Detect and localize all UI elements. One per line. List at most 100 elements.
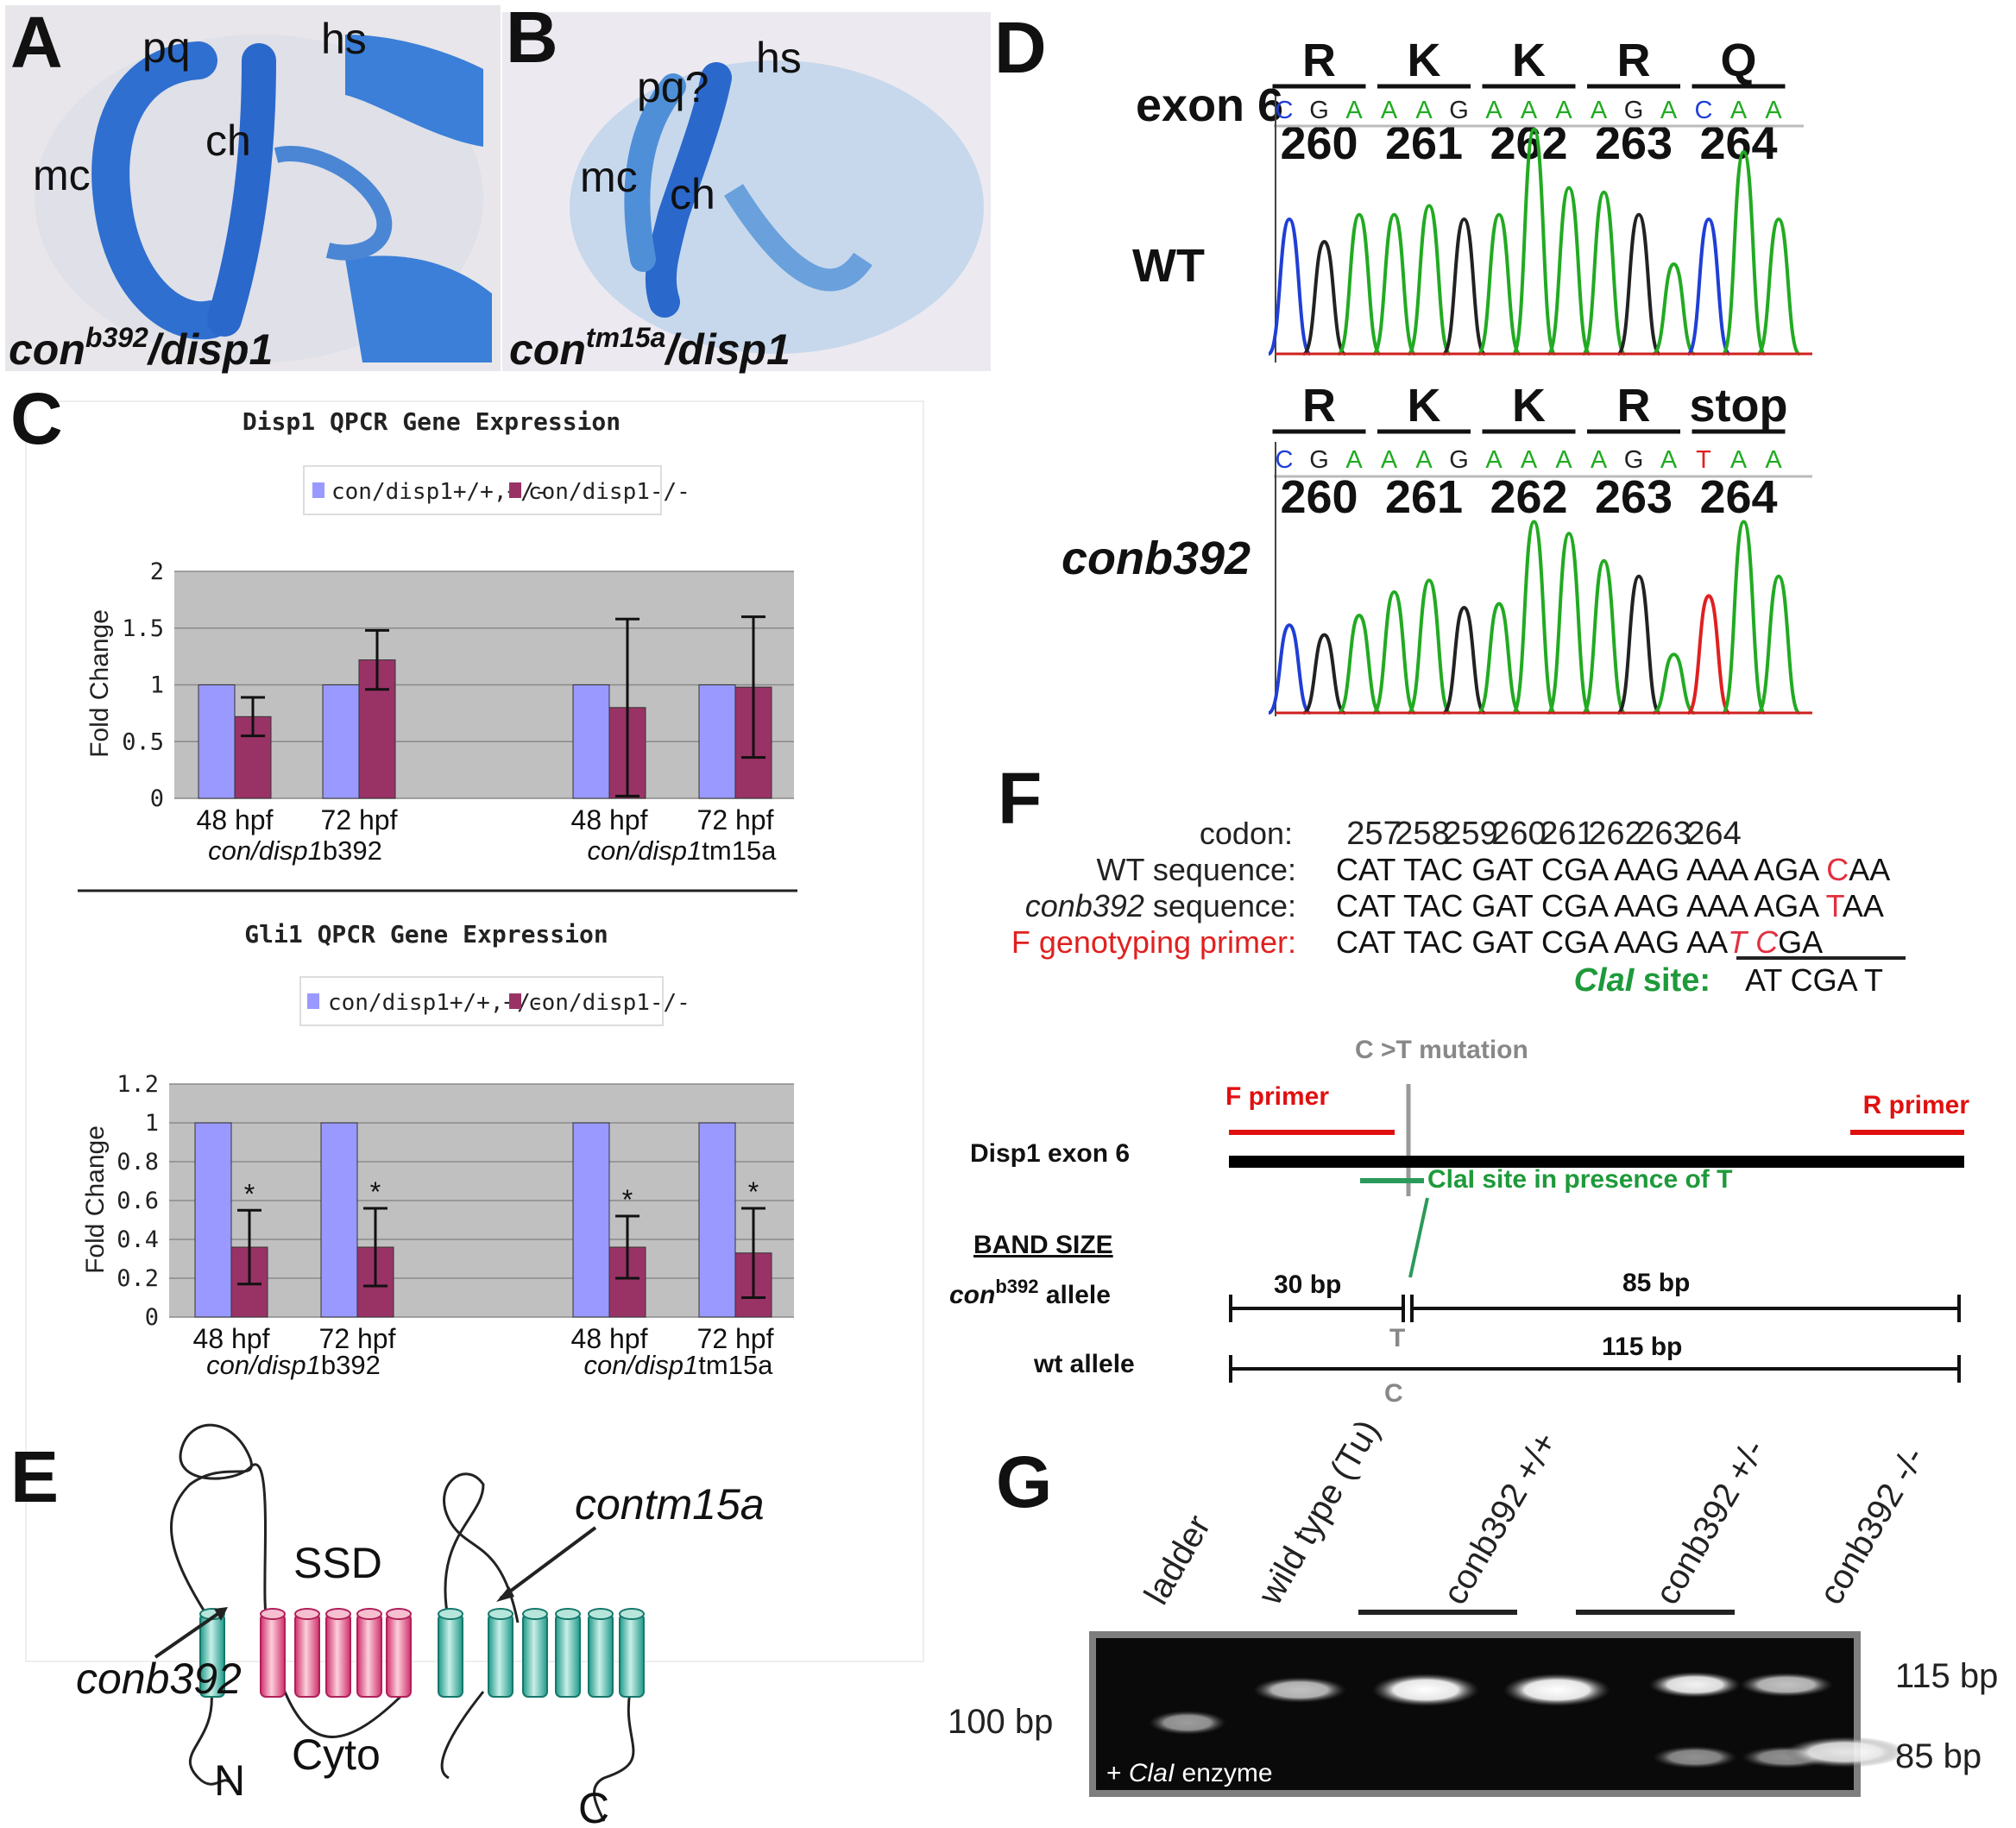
r-primer-label: R primer: [1863, 1091, 1970, 1119]
base-call: A: [1521, 97, 1538, 124]
helix-cap: [294, 1608, 320, 1620]
trace-peak: [1477, 602, 1521, 715]
bar: [198, 684, 236, 799]
label-pq-a: pq: [142, 23, 191, 72]
panel-a: A pq hs ch mc conb392/disp1: [5, 2, 501, 374]
gel-band: [1149, 1711, 1226, 1735]
legend-swatch-2: [509, 993, 521, 1009]
mutant-sequence: CAT TAC GAT CGA AAG AAA AGA TAA: [1336, 888, 1884, 923]
x-tick-label: 48 hpf: [571, 804, 648, 835]
trace-peak: [1756, 217, 1801, 356]
gel-band: [1740, 1673, 1833, 1697]
mutant-chromatogram: [1267, 520, 1812, 715]
y-ticks: 0 0.2 0.4 0.6 0.8 1 1.2: [117, 1071, 159, 1331]
lane-label: ladder: [1137, 1509, 1219, 1611]
panel-label-a: A: [10, 2, 63, 83]
pharyngeal-shape-b: [723, 184, 873, 292]
legend-label-2: con/disp1-/-: [528, 990, 690, 1016]
trace-peak: [1371, 589, 1417, 715]
trace-peak: [1581, 558, 1627, 715]
helix-cap: [555, 1608, 581, 1620]
transmembrane-helix: [356, 1613, 382, 1698]
ceratohyal-shape: [207, 43, 276, 337]
gel-band: [1253, 1677, 1346, 1703]
base-call: G: [1309, 446, 1329, 474]
panel-label-d: D: [994, 7, 1047, 88]
label-pq-b: pq?: [637, 63, 709, 111]
amino-acid: stop: [1690, 380, 1788, 432]
y-axis-label: Fold Change: [81, 1125, 110, 1274]
y-tick-label: 0.8: [117, 1149, 159, 1176]
c-terminus: [592, 1691, 635, 1822]
genotype-label-a: conb392/disp1: [9, 322, 273, 374]
x-tick-label: 48 hpf: [193, 1323, 270, 1354]
ceratohyal-shape-b: [645, 62, 732, 318]
c-label: C: [1384, 1379, 1403, 1408]
trace-peak: [1721, 149, 1767, 356]
clai-site-label: ClaI site:: [1574, 962, 1710, 999]
codon-number: 261: [1385, 471, 1463, 523]
base-call: C: [1276, 446, 1294, 474]
lane-label: conb392 +/+: [1436, 1426, 1565, 1611]
base-call: G: [1624, 446, 1644, 474]
x-tick-label: 72 hpf: [319, 1323, 396, 1354]
trace-peak: [1407, 204, 1452, 356]
clai-site-seq: AT CGA T: [1745, 962, 1883, 998]
y-tick-label: 2: [150, 558, 164, 585]
base-call: A: [1730, 97, 1748, 124]
trace-peak: [1547, 186, 1591, 356]
label-30bp: 30 bp: [1274, 1270, 1341, 1299]
group-label-b392: con/disp1b392: [206, 1350, 381, 1380]
base-call: G: [1449, 97, 1469, 124]
gel-band: [1503, 1674, 1610, 1706]
trace-peak: [1337, 212, 1382, 356]
base-call: A: [1660, 97, 1678, 124]
extracellular-loop-1: [170, 1423, 269, 1623]
exon-label: Disp1 exon 6: [970, 1139, 1130, 1168]
bar: [194, 1122, 232, 1318]
base-call: A: [1555, 446, 1572, 474]
significance-star: *: [244, 1178, 255, 1209]
helix-cap: [488, 1608, 513, 1620]
y-tick-label: 0.6: [117, 1188, 159, 1214]
base-call: G: [1449, 446, 1469, 474]
transmembrane-helix: [294, 1613, 320, 1698]
helix-cap: [325, 1608, 351, 1620]
y-ticks: 0 0.5 1 1.5 2: [122, 558, 164, 812]
transmembrane-helix: [588, 1613, 614, 1698]
significance-star: *: [748, 1176, 759, 1207]
significance-star: *: [370, 1176, 381, 1207]
panel-e: E SSD Cyto N C contm15a conb392: [10, 1423, 765, 1828]
base-call: A: [1381, 446, 1398, 474]
codon-number: 262: [1588, 816, 1642, 852]
trace-peak: [1371, 212, 1417, 356]
panel-b: B pq? hs mc ch contm15a/disp1: [502, 0, 991, 374]
trace-peak: [1302, 239, 1346, 356]
transmembrane-helix: [386, 1613, 412, 1698]
base-call: A: [1555, 97, 1572, 124]
lane-label: conb392 -/-: [1812, 1440, 1932, 1611]
base-call: A: [1591, 446, 1608, 474]
marker-100bp: 100 bp: [948, 1703, 1053, 1741]
codon-number: 259: [1443, 816, 1497, 852]
base-call: C: [1695, 97, 1713, 124]
trace-peak: [1337, 613, 1382, 715]
x-ticks: 48 hpf 72 hpf 48 hpf 72 hpf: [193, 1323, 774, 1354]
marker-85bp: 85 bp: [1895, 1737, 1981, 1775]
codon-number: 264: [1699, 471, 1777, 523]
trace-peak: [1652, 262, 1696, 356]
amino-acid: K: [1408, 35, 1441, 86]
primer-sequence: CAT TAC GAT CGA AAG AAT CGA: [1336, 924, 1823, 960]
mutant-seq-label: conb392 sequence:: [1025, 888, 1296, 923]
c-terminus-label: C: [578, 1784, 609, 1828]
label-ch-a: ch: [205, 117, 251, 165]
disp1-qpcr-chart: Disp1 QPCR Gene Expression con/disp1+/+,…: [85, 407, 794, 866]
conb392-arrow: [154, 1609, 224, 1659]
lane-label: wild type (Tu): [1251, 1414, 1387, 1611]
base-call: A: [1415, 97, 1433, 124]
trace-peak: [1756, 574, 1801, 715]
